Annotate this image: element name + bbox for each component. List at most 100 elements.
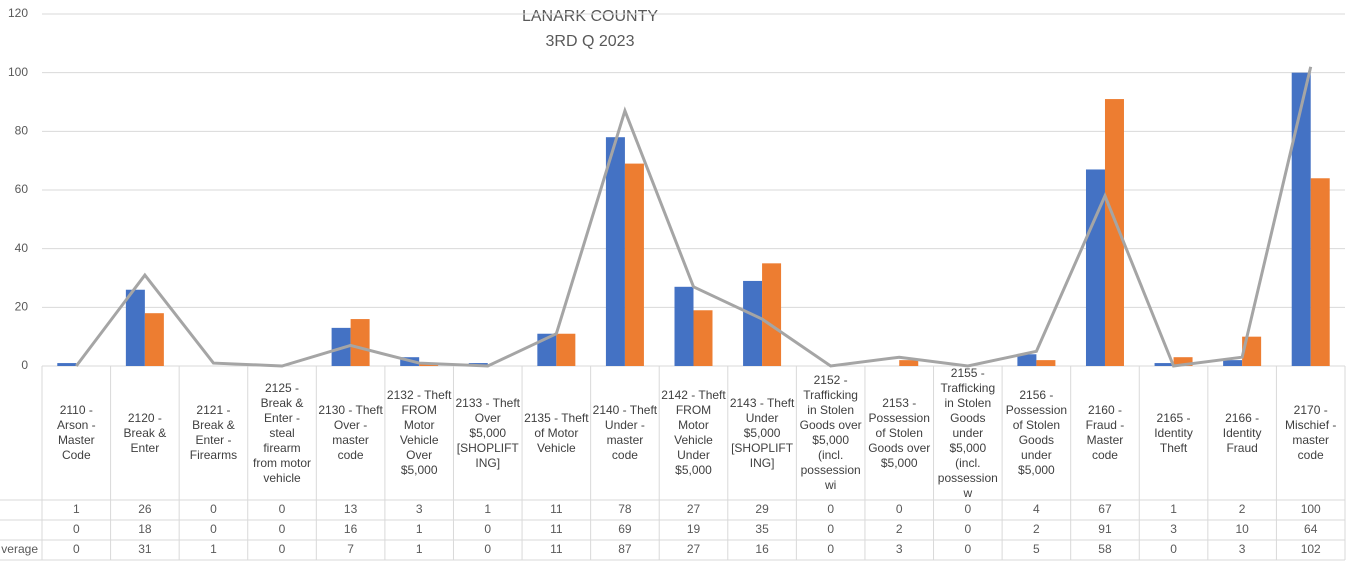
- bar: [624, 163, 644, 366]
- table-value: 16: [344, 522, 358, 536]
- table-value: 29: [755, 502, 769, 516]
- x-tick-label: 2142 - Theft FROM Motor Vehicle Under $5…: [661, 388, 726, 477]
- y-tick-label: 100: [8, 65, 28, 79]
- table-value: 78: [618, 502, 632, 516]
- table-value: 102: [1301, 542, 1321, 556]
- bar: [1017, 354, 1037, 366]
- table-value: 91: [1098, 522, 1112, 536]
- table-value: 3: [1170, 522, 1177, 536]
- table-value: 0: [210, 522, 217, 536]
- bar: [762, 263, 782, 366]
- x-tick-label: 2155 - Trafficking in Stolen Goods under…: [937, 365, 998, 500]
- table-value: 3: [1239, 542, 1246, 556]
- table-value: 1: [416, 542, 423, 556]
- bar: [57, 363, 77, 366]
- bar: [1154, 363, 1174, 366]
- x-tick-label: 2143 - Theft Under $5,000 [SHOPLIFTING]: [729, 395, 795, 470]
- bar: [605, 137, 625, 366]
- table-value: 7: [347, 542, 354, 556]
- table-value: 0: [484, 522, 491, 536]
- table-value: 31: [138, 542, 152, 556]
- x-tick-label: 2165 - Identity Theft: [1154, 410, 1193, 455]
- table-value: 0: [73, 522, 80, 536]
- bar: [1085, 169, 1105, 366]
- table-value: 26: [138, 502, 152, 516]
- legend-label: verage: [1, 542, 38, 556]
- table-value: 0: [279, 502, 286, 516]
- table-value: 16: [755, 542, 769, 556]
- table-value: 0: [827, 502, 834, 516]
- table-value: 35: [755, 522, 769, 536]
- table-value: 1: [1170, 502, 1177, 516]
- table-value: 0: [827, 542, 834, 556]
- x-tick-label: 2166 - Identity Fraud: [1222, 410, 1262, 455]
- x-tick-label: 2170 - Mischief - master code: [1285, 403, 1337, 462]
- bar: [899, 360, 919, 366]
- bar: [556, 333, 576, 366]
- x-tick-label: 2160 - Fraud - Master code: [1085, 403, 1125, 462]
- x-tick-label: 2110 - Arson - Master Code: [56, 403, 96, 462]
- table-value: 1: [416, 522, 423, 536]
- x-tick-label: 2120 - Break & Enter: [123, 410, 167, 455]
- bar: [1036, 360, 1056, 366]
- table-value: 11: [550, 502, 563, 516]
- table-value: 3: [896, 542, 903, 556]
- table-value: 87: [618, 542, 632, 556]
- table-value: 0: [827, 522, 834, 536]
- table-value: 11: [550, 542, 563, 556]
- table-value: 0: [964, 522, 971, 536]
- chart-subtitle: 3RD Q 2023: [546, 33, 635, 50]
- table-value: 67: [1098, 502, 1112, 516]
- table-value: 1: [210, 542, 217, 556]
- y-tick-label: 60: [15, 182, 29, 196]
- table-value: 0: [1170, 542, 1177, 556]
- x-tick-label: 2130 - Theft Over - master code: [318, 403, 383, 462]
- table-value: 27: [687, 502, 701, 516]
- chart-title: LANARK COUNTY: [522, 8, 658, 25]
- bar: [1223, 360, 1243, 366]
- bar: [350, 319, 370, 366]
- table-value: 0: [964, 542, 971, 556]
- table-value: 0: [210, 502, 217, 516]
- x-tick-label: 2135 - Theft of Motor Vehicle: [524, 410, 589, 455]
- table-value: 11: [550, 522, 563, 536]
- y-tick-label: 0: [21, 358, 28, 372]
- bar: [1310, 178, 1330, 366]
- table-value: 2: [1239, 502, 1246, 516]
- x-tick-label: 2125 - Break & Enter - steal firearm fro…: [253, 380, 312, 485]
- x-tick-label: 2132 - Theft FROM Motor Vehicle Over $5,…: [386, 388, 452, 477]
- x-tick-label: 2140 - Theft Under - master code: [592, 403, 658, 462]
- table-value: 18: [138, 522, 152, 536]
- table-value: 10: [1235, 522, 1249, 536]
- y-tick-label: 120: [8, 6, 28, 20]
- bar: [144, 313, 164, 366]
- table-value: 3: [416, 502, 423, 516]
- x-tick-label: 2133 - Theft Over $5,000 [SHOPLIFTING]: [455, 395, 521, 470]
- y-tick-label: 80: [15, 124, 29, 138]
- table-value: 69: [618, 522, 632, 536]
- bar: [1242, 336, 1262, 366]
- table-value: 0: [279, 542, 286, 556]
- bar: [1104, 99, 1124, 367]
- table-value: 27: [687, 542, 701, 556]
- y-tick-label: 20: [15, 300, 29, 314]
- bar: [674, 286, 694, 366]
- table-value: 0: [964, 502, 971, 516]
- y-tick-label: 40: [15, 241, 29, 255]
- table-value: 0: [484, 542, 491, 556]
- table-value: 58: [1098, 542, 1112, 556]
- table-value: 2: [896, 522, 903, 536]
- table-value: 4: [1033, 502, 1040, 516]
- x-tick-label: 2156 - Possession of Stolen Goods under …: [1005, 388, 1068, 477]
- table-value: 5: [1033, 542, 1040, 556]
- table-value: 19: [687, 522, 701, 536]
- table-value: 1: [73, 502, 80, 516]
- bar: [693, 310, 713, 366]
- bar: [1291, 72, 1311, 367]
- x-tick-label: 2121 - Break & Enter - Firearms: [189, 403, 238, 462]
- table-value: 64: [1304, 522, 1318, 536]
- line-series: [75, 66, 1313, 368]
- bar: [743, 280, 763, 366]
- table-value: 2: [1033, 522, 1040, 536]
